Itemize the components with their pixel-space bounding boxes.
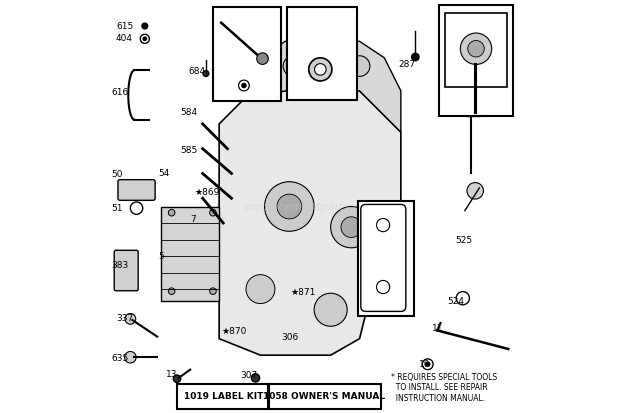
Circle shape (316, 56, 337, 76)
Circle shape (412, 53, 419, 61)
Text: 1: 1 (349, 7, 355, 17)
Bar (358, 201, 414, 316)
Circle shape (125, 313, 136, 324)
Circle shape (251, 374, 260, 382)
Text: 287: 287 (399, 60, 416, 69)
Text: 584: 584 (181, 108, 198, 117)
Circle shape (210, 288, 216, 294)
Circle shape (210, 209, 216, 216)
Circle shape (265, 182, 314, 231)
Text: 585: 585 (181, 146, 198, 155)
Circle shape (283, 56, 304, 76)
Circle shape (349, 56, 370, 76)
Text: ★870: ★870 (221, 327, 247, 336)
Circle shape (242, 83, 246, 88)
Text: 505: 505 (228, 82, 245, 91)
Circle shape (426, 362, 430, 366)
Text: 307: 307 (240, 371, 257, 380)
Bar (445, 13, 507, 87)
Circle shape (257, 53, 268, 64)
Circle shape (169, 288, 175, 294)
Text: 1058 OWNER'S MANUAL: 1058 OWNER'S MANUAL (264, 392, 386, 401)
Text: 842: 842 (447, 100, 464, 109)
Circle shape (330, 206, 372, 248)
Circle shape (309, 58, 332, 81)
Circle shape (467, 183, 484, 199)
Circle shape (314, 293, 347, 326)
Text: 50: 50 (111, 170, 122, 179)
Text: 337: 337 (116, 314, 133, 323)
Text: 7: 7 (190, 215, 196, 224)
Text: 404: 404 (116, 34, 133, 43)
Circle shape (142, 23, 148, 29)
Text: 847: 847 (441, 5, 459, 15)
Circle shape (330, 70, 355, 95)
Bar (213, 7, 281, 101)
Circle shape (467, 40, 484, 57)
Circle shape (169, 209, 175, 216)
Text: 11: 11 (432, 324, 443, 333)
Text: 54: 54 (159, 169, 170, 178)
Circle shape (460, 33, 492, 64)
Text: 10: 10 (419, 360, 430, 369)
Text: ★871: ★871 (290, 288, 316, 297)
Text: 51: 51 (111, 204, 122, 213)
Text: ereplacementparts.com: ereplacementparts.com (243, 202, 377, 211)
Text: 615: 615 (116, 21, 133, 31)
Text: 13: 13 (166, 370, 178, 379)
Bar (287, 7, 356, 100)
Text: 525: 525 (455, 236, 472, 245)
Text: 684: 684 (188, 66, 205, 76)
Text: 306: 306 (281, 333, 298, 342)
Text: 227: 227 (215, 7, 234, 17)
Text: ★869: ★869 (194, 188, 219, 197)
Text: 524: 524 (447, 297, 464, 306)
Text: 9: 9 (360, 261, 366, 270)
FancyBboxPatch shape (118, 180, 155, 200)
Circle shape (246, 275, 275, 304)
Text: 616: 616 (111, 88, 128, 97)
Text: * REQUIRES SPECIAL TOOLS
  TO INSTALL. SEE REPAIR
  INSTRUCTION MANUAL.: * REQUIRES SPECIAL TOOLS TO INSTALL. SEE… (391, 373, 497, 403)
Bar (439, 5, 513, 116)
Circle shape (314, 64, 326, 75)
Text: 1019 LABEL KIT: 1019 LABEL KIT (184, 392, 263, 401)
FancyBboxPatch shape (114, 250, 138, 291)
Circle shape (277, 194, 302, 219)
Circle shape (174, 375, 181, 382)
Text: 562: 562 (259, 38, 275, 47)
Text: 3: 3 (290, 60, 296, 69)
Polygon shape (244, 41, 401, 132)
Text: 635: 635 (111, 354, 128, 363)
Polygon shape (219, 91, 401, 355)
Circle shape (341, 217, 361, 237)
Circle shape (125, 351, 136, 363)
Text: 523: 523 (447, 10, 464, 19)
Circle shape (143, 37, 146, 40)
Text: 8: 8 (360, 200, 366, 209)
Polygon shape (161, 206, 219, 301)
Text: ⋆2: ⋆2 (290, 25, 303, 35)
Text: 383: 383 (111, 261, 128, 270)
Text: 5: 5 (159, 252, 164, 261)
Circle shape (203, 71, 209, 76)
